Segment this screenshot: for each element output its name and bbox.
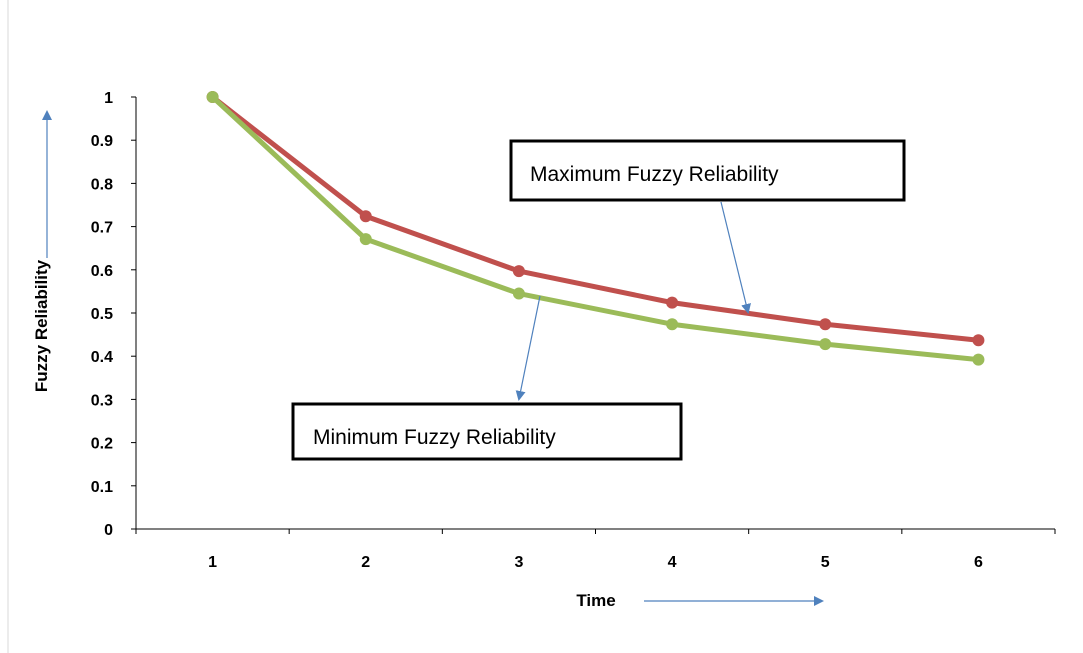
x-tick-label: 4 — [668, 554, 677, 571]
max-callout-arrow — [720, 201, 751, 314]
y-axis-title: Fuzzy Reliability — [32, 259, 51, 392]
series-layer — [206, 91, 985, 366]
data-point-minimum — [972, 353, 985, 366]
x-tick-label: 3 — [514, 554, 523, 571]
data-point-maximum — [512, 265, 525, 278]
y-tick-label: 0 — [104, 522, 113, 539]
data-point-maximum — [359, 210, 372, 223]
y-tick-label: 0.8 — [91, 176, 113, 193]
x-axis-ticks: 1 2 3 4 5 6 — [135, 529, 1056, 571]
data-point-minimum — [666, 318, 679, 331]
x-tick-label: 1 — [208, 554, 217, 571]
series-line-maximum — [211, 95, 979, 343]
x-tick-label: 5 — [821, 554, 830, 571]
y-tick-label: 0.3 — [91, 392, 113, 409]
data-point-maximum — [666, 296, 679, 309]
x-tick-label: 6 — [974, 554, 983, 571]
max-callout-label: Maximum Fuzzy Reliability — [530, 163, 779, 186]
data-point-minimum — [512, 287, 525, 300]
y-tick-label: 1 — [104, 90, 113, 107]
max-callout-box — [509, 139, 906, 202]
x-axis-title: Time — [576, 591, 615, 610]
y-tick-label: 0.7 — [91, 220, 113, 237]
x-tick-label: 2 — [361, 554, 370, 571]
y-tick-label: 0.9 — [91, 133, 113, 150]
data-point-maximum — [819, 318, 832, 331]
data-point-minimum — [819, 338, 832, 351]
y-tick-label: 0.1 — [91, 479, 113, 496]
y-axis-ticks: 0 0.1 0.2 0.3 0.4 0.5 0.6 0.7 0.8 0.9 1 — [91, 90, 136, 539]
data-point-minimum — [206, 91, 219, 103]
y-tick-label: 0.5 — [91, 306, 113, 323]
y-tick-label: 0.2 — [91, 436, 113, 453]
y-tick-label: 0.4 — [91, 349, 113, 366]
series-line-minimum — [210, 95, 979, 363]
data-point-minimum — [359, 233, 372, 246]
min-callout-arrow — [515, 295, 541, 401]
min-callout-box — [291, 402, 683, 461]
data-point-maximum — [972, 334, 985, 347]
min-callout-label: Minimum Fuzzy Reliability — [313, 426, 556, 449]
y-tick-label: 0.6 — [91, 263, 113, 280]
